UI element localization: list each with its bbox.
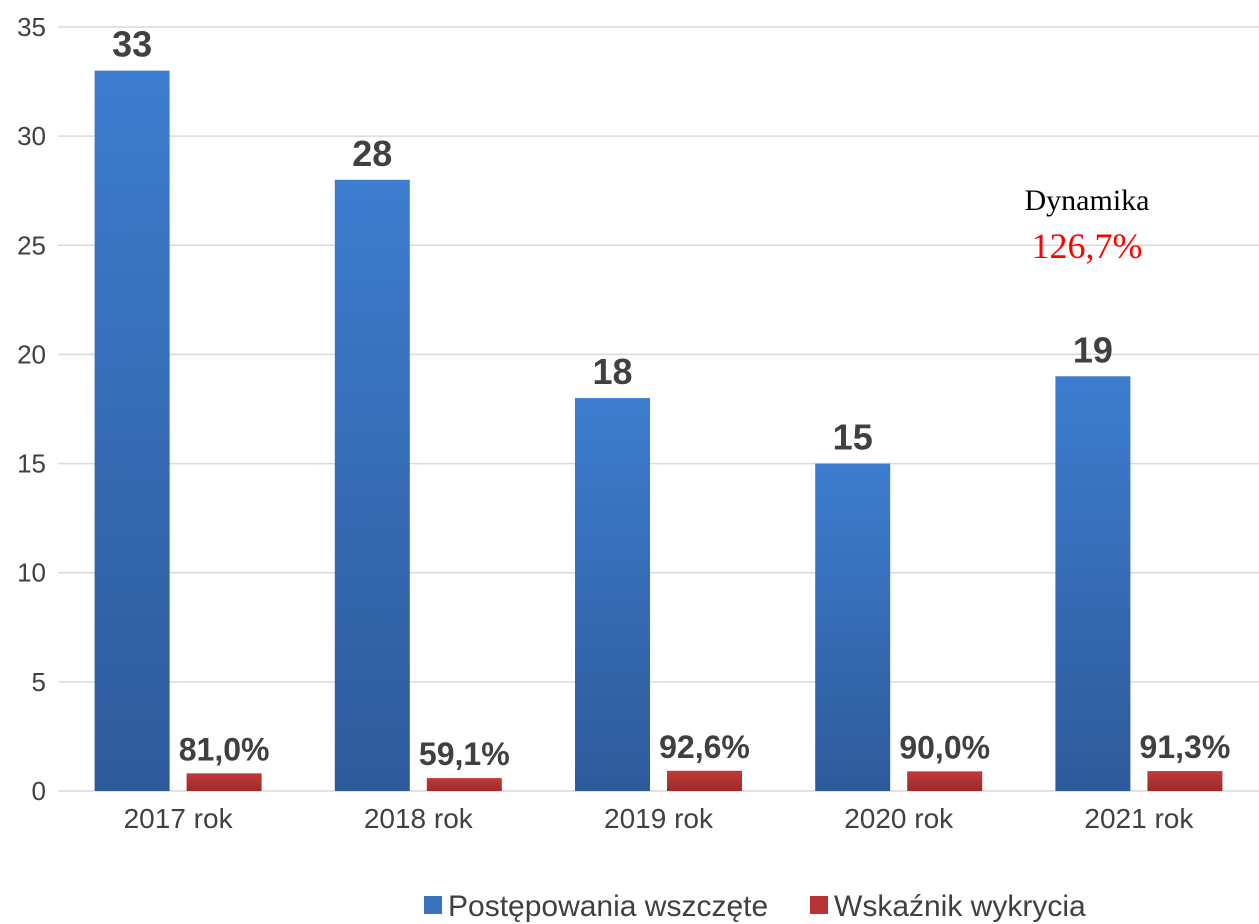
y-tick-label: 5 [32, 667, 46, 697]
bars [94, 70, 1223, 792]
bar-wskaznik [1147, 771, 1223, 791]
legend-label-postepowania: Postępowania wszczęte [448, 890, 768, 923]
y-tick-label: 20 [17, 339, 46, 369]
bar-wskaznik [186, 773, 262, 791]
x-category-label: 2019 rok [604, 803, 714, 834]
data-label-wskaznik: 92,6% [659, 729, 750, 765]
y-tick-label: 15 [17, 449, 46, 479]
legend-swatch-wskaznik [810, 896, 828, 914]
y-axis-ticks: 0 5 10 15 20 25 30 35 [17, 12, 46, 806]
x-category-label: 2020 rok [844, 803, 954, 834]
legend-swatch-postepowania [424, 896, 442, 914]
bar-postepowania [575, 398, 650, 791]
x-category-label: 2021 rok [1084, 803, 1194, 834]
data-label-postepowania: 15 [833, 417, 873, 458]
y-tick-label: 0 [32, 776, 46, 806]
x-category-label: 2017 rok [124, 803, 234, 834]
data-label-wskaznik: 81,0% [179, 731, 270, 767]
x-axis-categories: 2017 rok 2018 rok 2019 rok 2020 rok 2021 rok [124, 803, 1195, 834]
bar-wskaznik [426, 778, 502, 791]
dynamics-annotation: Dynamika 126,7% [1025, 184, 1150, 266]
y-tick-label: 25 [17, 230, 46, 260]
bar-wskaznik [667, 770, 742, 791]
data-labels: 33 81,0% 28 59,1% 18 92,6% 15 90,0% 19 91,3% [112, 24, 1230, 772]
data-label-wskaznik: 90,0% [899, 729, 990, 765]
legend: Postępowania wszczęte Wskaźnik wykrycia [424, 890, 1086, 923]
data-label-postepowania: 33 [112, 24, 152, 65]
y-tick-label: 10 [17, 558, 46, 588]
y-tick-label: 35 [17, 12, 46, 42]
y-tick-label: 30 [17, 121, 46, 151]
data-label-postepowania: 19 [1073, 329, 1113, 370]
gridlines [58, 26, 1259, 792]
bar-postepowania [1055, 376, 1131, 791]
bar-wskaznik [907, 771, 983, 791]
dynamics-value: 126,7% [1032, 226, 1143, 266]
data-label-postepowania: 18 [592, 351, 632, 392]
x-category-label: 2018 rok [364, 803, 474, 834]
legend-label-wskaznik: Wskaźnik wykrycia [834, 890, 1086, 923]
bar-postepowania [94, 70, 170, 791]
bar-postepowania [334, 179, 410, 792]
dynamics-title: Dynamika [1025, 184, 1150, 217]
data-label-wskaznik: 91,3% [1140, 729, 1231, 765]
bar-postepowania [815, 463, 891, 791]
data-label-postepowania: 28 [352, 133, 392, 174]
data-label-wskaznik: 59,1% [419, 736, 510, 772]
